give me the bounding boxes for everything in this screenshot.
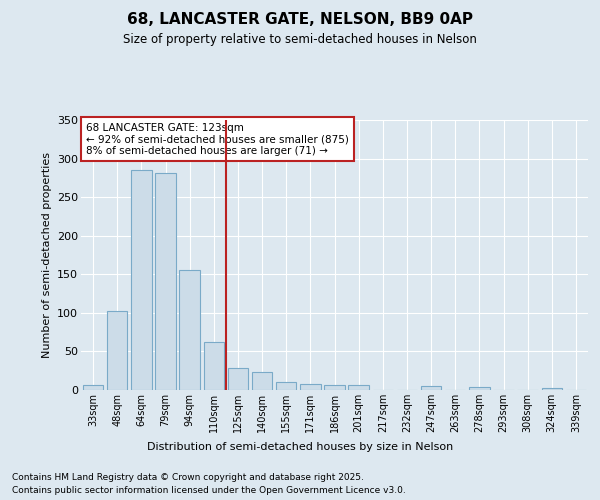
Bar [469, 387, 490, 390]
Bar [227, 368, 248, 390]
Bar [324, 386, 345, 390]
Text: Contains HM Land Registry data © Crown copyright and database right 2025.: Contains HM Land Registry data © Crown c… [12, 472, 364, 482]
Bar [300, 384, 320, 390]
Text: Contains public sector information licensed under the Open Government Licence v3: Contains public sector information licen… [12, 486, 406, 495]
Bar [155, 173, 176, 390]
Text: 68 LANCASTER GATE: 123sqm
← 92% of semi-detached houses are smaller (875)
8% of : 68 LANCASTER GATE: 123sqm ← 92% of semi-… [86, 122, 349, 156]
Bar [542, 388, 562, 390]
Bar [421, 386, 442, 390]
Bar [203, 342, 224, 390]
Bar [276, 382, 296, 390]
Text: Size of property relative to semi-detached houses in Nelson: Size of property relative to semi-detach… [123, 32, 477, 46]
Bar [179, 270, 200, 390]
Bar [107, 312, 127, 390]
Bar [131, 170, 152, 390]
Text: 68, LANCASTER GATE, NELSON, BB9 0AP: 68, LANCASTER GATE, NELSON, BB9 0AP [127, 12, 473, 28]
Bar [83, 384, 103, 390]
Bar [252, 372, 272, 390]
Y-axis label: Number of semi-detached properties: Number of semi-detached properties [41, 152, 52, 358]
Text: Distribution of semi-detached houses by size in Nelson: Distribution of semi-detached houses by … [147, 442, 453, 452]
Bar [349, 386, 369, 390]
